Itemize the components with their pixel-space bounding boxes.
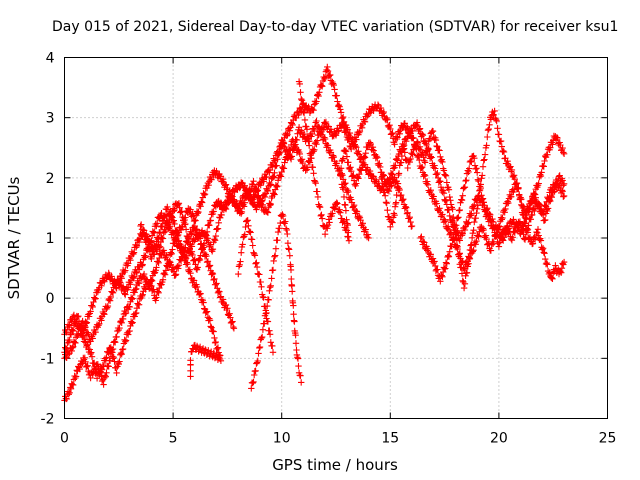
y-tick-label: -2 <box>41 412 55 428</box>
y-tick-label: 4 <box>46 51 55 67</box>
x-axis-ticks: 0 5 10 15 20 25 <box>60 57 617 447</box>
x-tick-label: 5 <box>169 431 178 447</box>
data-series <box>61 63 568 404</box>
x-tick-label: 0 <box>60 431 69 447</box>
y-tick-label: 2 <box>46 171 55 187</box>
series-track-5 <box>137 203 225 380</box>
series-track-6 <box>248 211 305 392</box>
series-track-10 <box>417 152 568 285</box>
x-axis-label: GPS time / hours <box>272 456 398 474</box>
series-track-9 <box>378 107 568 292</box>
series-track-1 <box>61 63 568 339</box>
series-track-7 <box>235 217 277 356</box>
chart-title: Day 015 of 2021, Sidereal Day-to-day VTE… <box>52 19 618 35</box>
x-tick-label: 20 <box>490 431 508 447</box>
y-tick-label: 1 <box>46 231 55 247</box>
x-tick-label: 10 <box>273 431 291 447</box>
grid-lines <box>64 57 608 419</box>
y-axis-label: SDTVAR / TECUs <box>5 176 23 299</box>
y-axis-ticks: -2 -1 0 1 2 3 4 <box>41 51 608 428</box>
y-tick-label: -1 <box>41 351 55 367</box>
y-tick-label: 0 <box>46 291 55 307</box>
y-tick-label: 3 <box>46 111 55 127</box>
x-tick-label: 25 <box>599 431 617 447</box>
plot-frame <box>64 57 608 419</box>
series-track-2 <box>61 117 372 362</box>
x-tick-label: 15 <box>381 431 399 447</box>
